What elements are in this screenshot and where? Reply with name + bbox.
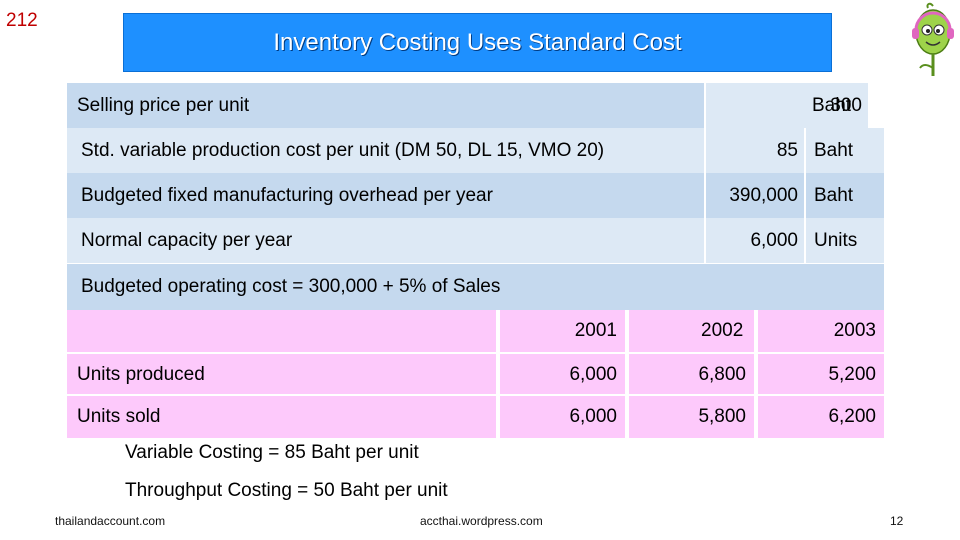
param-label: Std. variable production cost per unit (… <box>67 128 704 173</box>
slide-title: Inventory Costing Uses Standard Cost <box>273 29 682 56</box>
param-label: Normal capacity per year <box>67 218 704 263</box>
param-label: Budgeted fixed manufacturing overhead pe… <box>67 173 704 218</box>
table-header-blank <box>67 310 496 352</box>
param-row-selling-price: Selling price per unit 300 Baht <box>67 83 884 128</box>
year-header: 2002 <box>627 310 754 352</box>
table-cell: 6,000 <box>498 396 625 438</box>
footer-page-number: 12 <box>890 514 904 528</box>
budget-row: Budgeted operating cost = 300,000 + 5% o… <box>67 264 884 310</box>
param-unit: Units <box>804 218 884 263</box>
param-value: 6,000 <box>704 218 804 263</box>
row-label-units-sold: Units sold <box>67 396 496 438</box>
table-row: Units produced 6,000 6,800 5,200 <box>67 352 884 396</box>
param-unit: Baht <box>804 173 884 218</box>
param-value: 85 <box>704 128 804 173</box>
param-value: 390,000 <box>704 173 804 218</box>
param-value: 300 <box>704 83 868 128</box>
budget-operating-cost: Budgeted operating cost = 300,000 + 5% o… <box>67 264 884 310</box>
title-banner <box>123 13 832 72</box>
table-cell: 6,800 <box>627 354 754 396</box>
footer-center-link[interactable]: accthai.wordpress.com <box>420 514 543 528</box>
param-unit: Baht <box>804 128 884 173</box>
table-row: Units sold 6,000 5,800 6,200 <box>67 394 884 438</box>
table-cell: 5,200 <box>756 354 884 396</box>
row-label-units-produced: Units produced <box>67 354 496 396</box>
param-unit: Baht <box>812 94 852 116</box>
note-throughput-costing: Throughput Costing = 50 Baht per unit <box>125 480 448 501</box>
table-cell: 6,200 <box>756 396 884 438</box>
footer-left-link[interactable]: thailandaccount.com <box>55 514 166 528</box>
slide-number-top: 212 <box>6 10 38 31</box>
year-header: 2003 <box>756 310 884 352</box>
year-header: 2001 <box>498 310 625 352</box>
param-row-variable-cost: Std. variable production cost per unit (… <box>67 128 884 173</box>
param-row-normal-capacity: Normal capacity per year 6,000 Units <box>67 218 884 263</box>
param-label: Selling price per unit <box>67 83 704 128</box>
table-cell: 6,000 <box>498 354 625 396</box>
note-variable-costing: Variable Costing = 85 Baht per unit <box>125 442 419 463</box>
table-header-row: 2001 2002 2003 <box>67 310 884 352</box>
mascot-icon <box>912 2 954 76</box>
param-row-fixed-overhead: Budgeted fixed manufacturing overhead pe… <box>67 173 884 218</box>
table-cell: 5,800 <box>627 396 754 438</box>
